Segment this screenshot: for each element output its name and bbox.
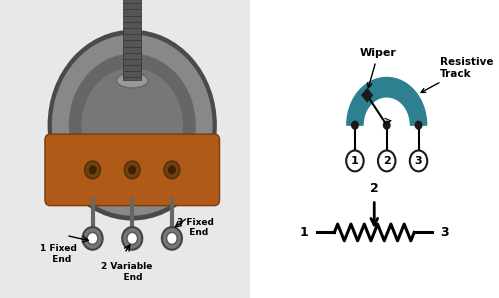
Text: 2 Variable
    End: 2 Variable End bbox=[101, 262, 153, 282]
Polygon shape bbox=[347, 77, 427, 125]
Text: 3: 3 bbox=[415, 156, 422, 166]
Circle shape bbox=[378, 150, 395, 171]
Circle shape bbox=[69, 54, 196, 197]
Circle shape bbox=[128, 165, 136, 174]
Circle shape bbox=[47, 30, 217, 221]
Circle shape bbox=[82, 227, 103, 250]
Circle shape bbox=[415, 121, 422, 129]
Ellipse shape bbox=[116, 73, 148, 88]
Circle shape bbox=[85, 161, 100, 179]
Text: 3: 3 bbox=[440, 226, 449, 239]
Circle shape bbox=[162, 227, 182, 250]
Text: 3 Fixed
  End: 3 Fixed End bbox=[177, 218, 214, 237]
Circle shape bbox=[81, 68, 183, 182]
Circle shape bbox=[383, 121, 390, 129]
Circle shape bbox=[122, 227, 142, 250]
Circle shape bbox=[89, 165, 96, 174]
Circle shape bbox=[352, 121, 358, 129]
Circle shape bbox=[127, 232, 138, 244]
FancyBboxPatch shape bbox=[45, 134, 220, 206]
FancyBboxPatch shape bbox=[123, 0, 142, 80]
Circle shape bbox=[410, 150, 427, 171]
Circle shape bbox=[164, 161, 180, 179]
Text: 1: 1 bbox=[351, 156, 359, 166]
Polygon shape bbox=[47, 140, 217, 200]
Text: Wiper: Wiper bbox=[360, 49, 397, 88]
Circle shape bbox=[385, 123, 389, 128]
Circle shape bbox=[346, 150, 364, 171]
Polygon shape bbox=[361, 88, 373, 103]
Circle shape bbox=[87, 232, 98, 244]
Text: 1: 1 bbox=[300, 226, 309, 239]
Text: 1 Fixed
  End: 1 Fixed End bbox=[40, 244, 77, 264]
Circle shape bbox=[52, 35, 213, 216]
Text: 2: 2 bbox=[370, 182, 379, 195]
Circle shape bbox=[167, 232, 177, 244]
Text: Resistive
Track: Resistive Track bbox=[421, 57, 493, 92]
Text: 2: 2 bbox=[383, 156, 391, 166]
Circle shape bbox=[168, 165, 176, 174]
Circle shape bbox=[124, 161, 140, 179]
